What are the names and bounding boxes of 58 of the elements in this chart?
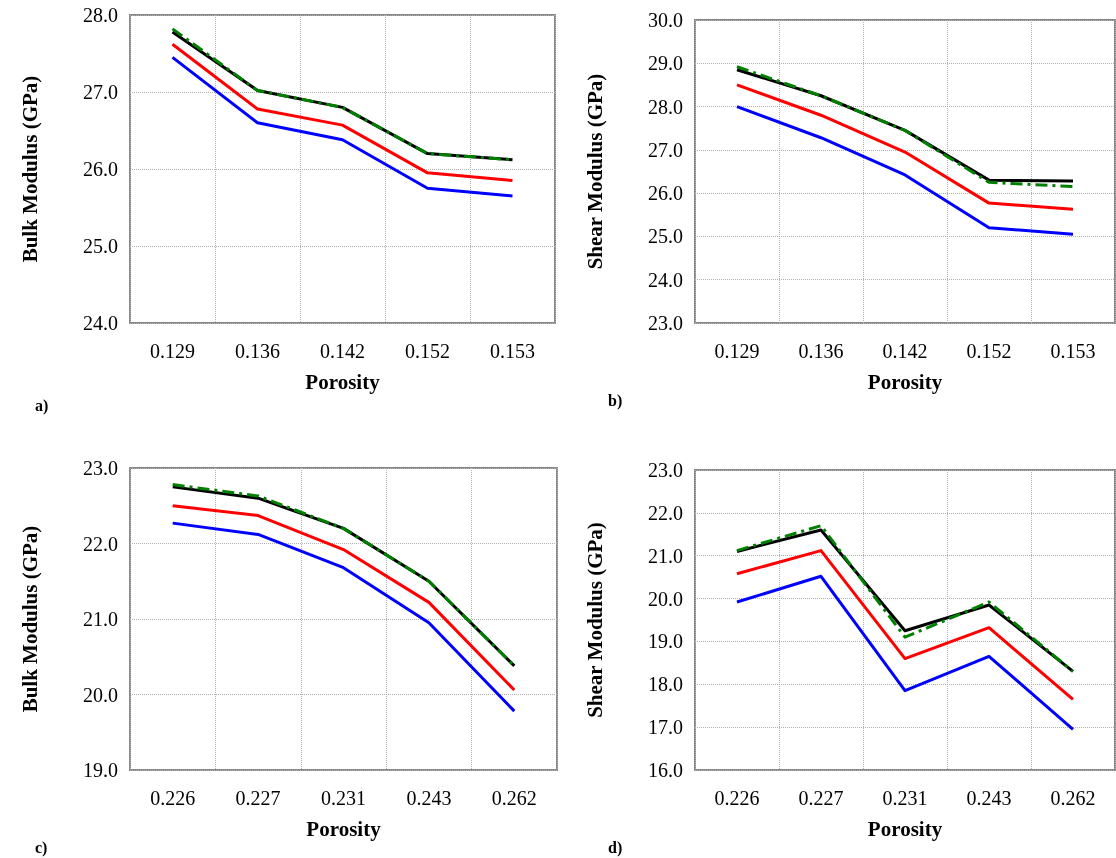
y-tick-label: 24.0 [83, 312, 118, 334]
x-tick-label: 0.262 [1050, 787, 1096, 809]
x-axis-title: Porosity [867, 369, 943, 394]
x-tick-label: 0.231 [882, 787, 928, 809]
x-tick-label: 0.136 [235, 340, 280, 362]
text: d) [608, 838, 623, 857]
y-axis-title: Bulk Modulus (GPa) [17, 75, 42, 263]
x-axis-title: Porosity [306, 816, 382, 841]
x-tick-label: 0.231 [321, 787, 366, 809]
text: b) [608, 391, 623, 410]
x-tick-label: 0.129 [150, 340, 195, 362]
y-tick-label: 19.0 [83, 759, 118, 781]
x-axis-title: Porosity [305, 369, 381, 394]
y-tick-label: 25.0 [83, 235, 118, 257]
y-tick-label: 24.0 [648, 268, 683, 291]
y-tick-label: 22.0 [83, 532, 118, 555]
x-tick-label: 0.227 [798, 787, 844, 809]
x-tick-label: 0.226 [714, 787, 760, 809]
y-axis-title: Shear Modulus (GPa) [582, 522, 607, 718]
x-tick-label: 0.152 [966, 340, 1012, 362]
x-axis-title: Porosity [867, 816, 943, 841]
y-tick-label: 20.0 [648, 587, 683, 610]
y-tick-label: 18.0 [648, 673, 683, 696]
y-tick-label: 16.0 [648, 759, 683, 781]
y-tick-label: 19.0 [648, 630, 683, 653]
y-axis-title: Shear Modulus (GPa) [582, 73, 607, 270]
y-tick-label: 28.0 [648, 95, 683, 118]
y-tick-label: 21.0 [648, 544, 683, 567]
y-tick-label: 17.0 [648, 716, 683, 739]
y-tick-label: 20.0 [83, 683, 118, 706]
y-tick-label: 23.0 [83, 457, 118, 479]
y-tick-label: 23.0 [648, 459, 683, 481]
x-tick-label: 0.152 [405, 340, 450, 362]
y-tick-label: 28.0 [83, 4, 118, 26]
x-tick-label: 0.136 [798, 340, 844, 362]
text: a) [35, 396, 49, 415]
x-tick-label: 0.153 [1050, 340, 1096, 362]
y-tick-label: 27.0 [83, 81, 118, 103]
x-tick-label: 0.262 [491, 787, 537, 809]
y-tick-label: 27.0 [648, 138, 683, 161]
y-tick-label: 29.0 [648, 52, 683, 75]
y-tick-label: 30.0 [648, 9, 683, 31]
x-tick-label: 0.142 [882, 340, 928, 362]
y-tick-label: 23.0 [648, 312, 683, 334]
x-tick-label: 0.129 [714, 340, 760, 362]
x-tick-label: 0.243 [406, 787, 452, 809]
x-tick-label: 0.227 [235, 787, 281, 809]
y-axis-title: Bulk Modulus (GPa) [17, 525, 42, 713]
x-tick-label: 0.226 [150, 787, 196, 809]
x-tick-label: 0.153 [490, 340, 535, 362]
text: c) [35, 838, 48, 857]
y-tick-label: 26.0 [83, 158, 118, 180]
x-tick-label: 0.142 [320, 340, 365, 362]
x-tick-label: 0.243 [966, 787, 1012, 809]
y-tick-label: 21.0 [83, 608, 118, 630]
y-tick-label: 26.0 [648, 182, 683, 205]
y-tick-label: 22.0 [648, 501, 683, 524]
y-tick-label: 25.0 [648, 225, 683, 248]
